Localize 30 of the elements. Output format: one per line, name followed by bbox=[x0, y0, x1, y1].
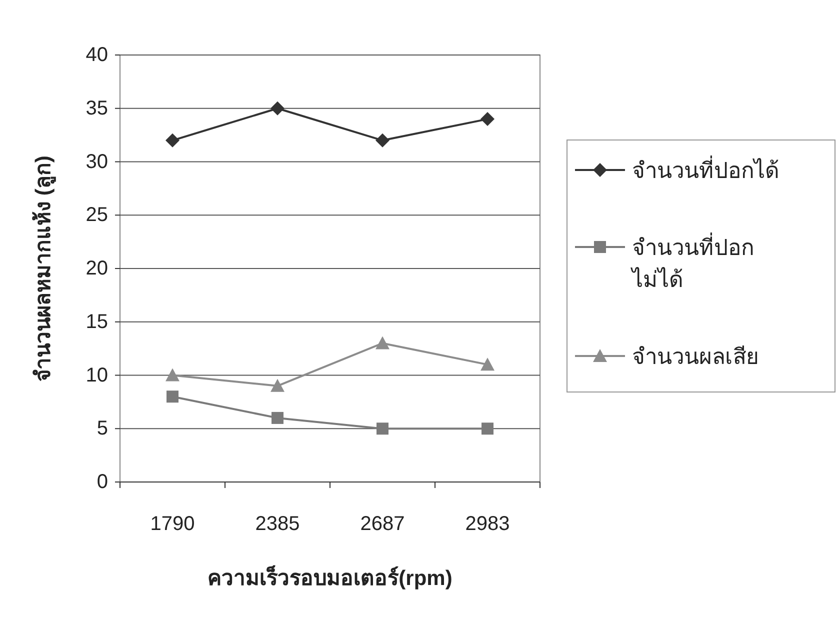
point bbox=[376, 336, 390, 350]
y-tick-label: 15 bbox=[86, 310, 108, 333]
x-axis-title: ความเร็วรอบมอเตอร์(rpm) bbox=[208, 564, 452, 590]
point bbox=[482, 422, 494, 435]
x-tick-label: 1790 bbox=[150, 513, 195, 535]
x-tick-label: 2687 bbox=[360, 513, 405, 535]
y-tick-label: 35 bbox=[86, 97, 108, 120]
y-tick-label: 20 bbox=[86, 258, 108, 280]
legend-label: จำนวนที่ปอกได้ bbox=[632, 154, 779, 182]
y-tick-label: 5 bbox=[96, 418, 108, 440]
y-tick-label: 40 bbox=[86, 44, 108, 66]
point bbox=[270, 101, 284, 116]
legend-label: จำนวนที่ปอก ไม่ได้ bbox=[630, 232, 754, 292]
point bbox=[480, 358, 494, 371]
point bbox=[376, 133, 390, 148]
point bbox=[270, 378, 284, 392]
point bbox=[166, 390, 178, 403]
point bbox=[166, 368, 180, 382]
point bbox=[272, 412, 284, 424]
y-axis-title: จำนวนผลหมากแห้ง (ลูก) bbox=[31, 156, 57, 382]
point bbox=[480, 112, 494, 126]
point bbox=[166, 133, 180, 148]
y-tick-label: 10 bbox=[86, 364, 108, 386]
y-tick-label: 25 bbox=[86, 204, 108, 226]
x-tick-label: 2983 bbox=[465, 513, 510, 535]
legend-label: จำนวนผลเสีย bbox=[632, 344, 759, 368]
point bbox=[376, 422, 388, 435]
y-tick-label: 30 bbox=[86, 150, 108, 173]
y-tick-label: 0 bbox=[96, 471, 108, 493]
x-tick-label: 2385 bbox=[255, 513, 300, 535]
